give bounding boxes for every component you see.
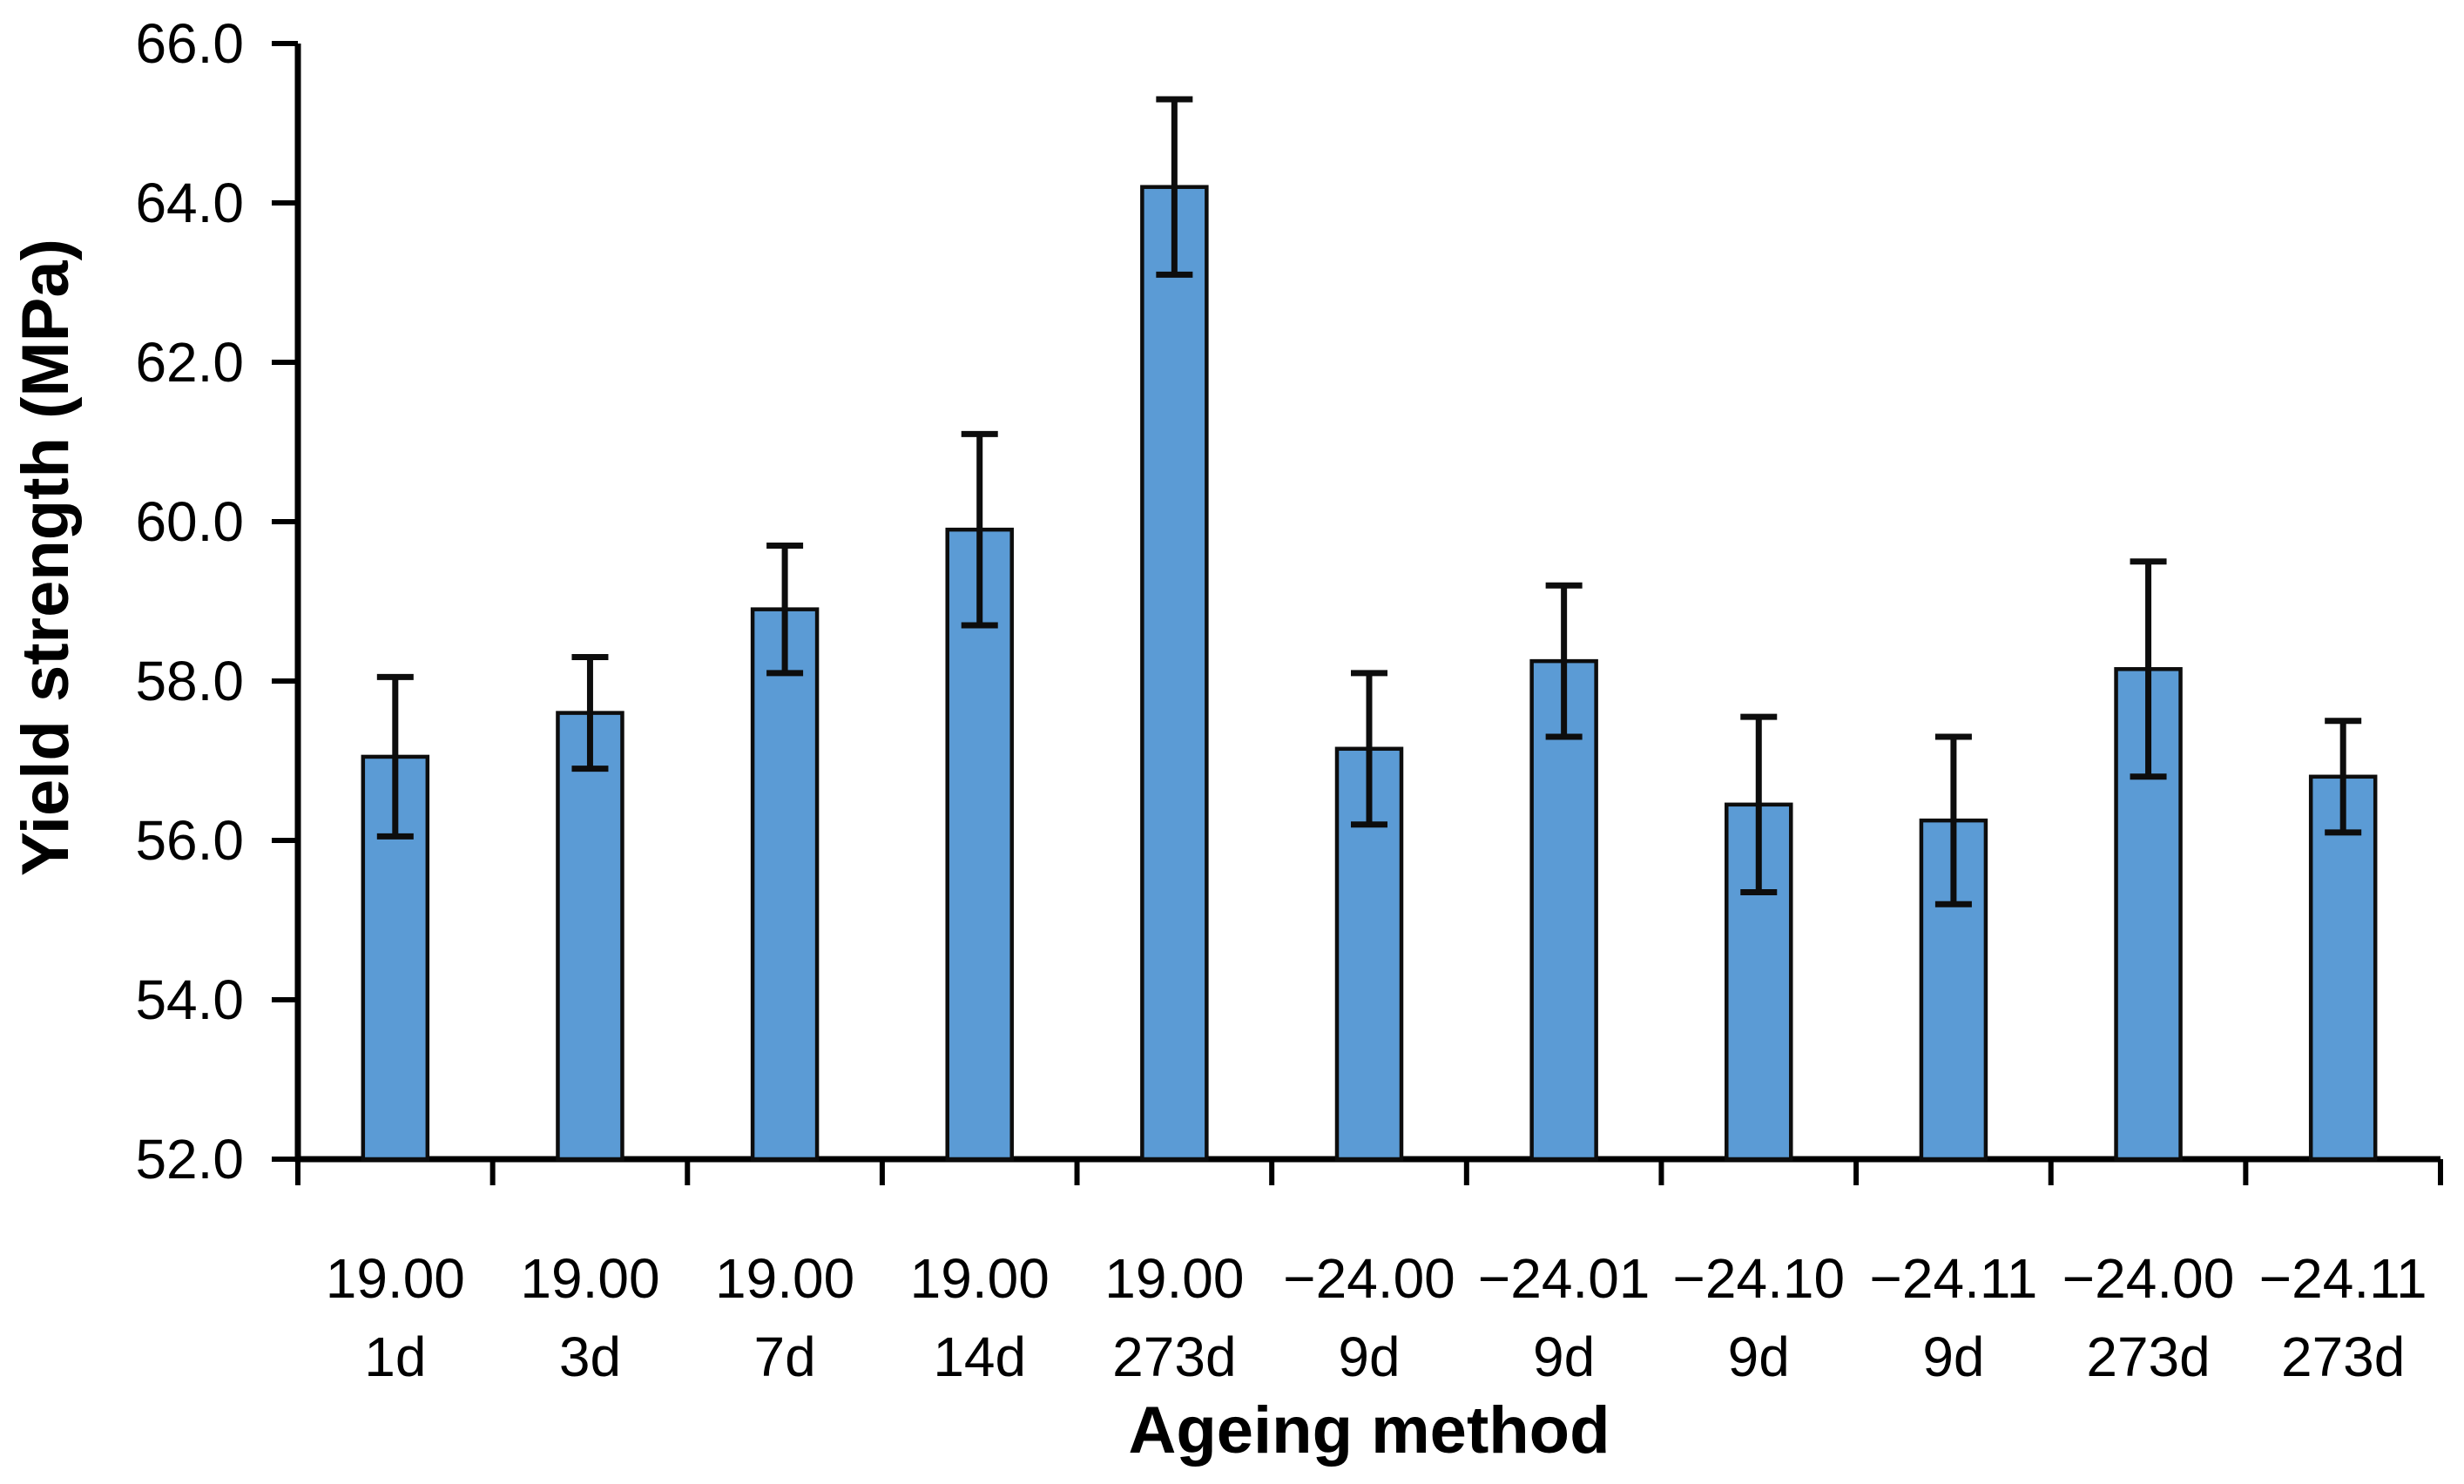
y-tick-label: 54.0 [135, 968, 244, 1031]
bar [1140, 185, 1209, 1162]
x-tick-label-temperature: 19.00 [715, 1247, 854, 1310]
y-tick-label: 62.0 [135, 331, 244, 394]
x-tick-label-temperature: −24.10 [1673, 1247, 1846, 1310]
x-tick-label-temperature: −24.11 [2259, 1247, 2427, 1310]
x-tick-label-days: 3d [559, 1325, 621, 1388]
bar [1334, 746, 1404, 1162]
x-tick-label-temperature: −24.11 [1870, 1247, 2038, 1310]
y-tick-label: 56.0 [135, 809, 244, 872]
x-tick-label-temperature: −24.00 [2062, 1247, 2235, 1310]
x-tick-label-temperature: 19.00 [910, 1247, 1050, 1310]
x-tick-label-temperature: −24.00 [1283, 1247, 1455, 1310]
x-tick-label-temperature: −24.01 [1478, 1247, 1651, 1310]
x-tick-label-days: 7d [753, 1325, 815, 1388]
x-tick-label-temperature: 19.00 [1104, 1247, 1244, 1310]
x-tick-label-temperature: 19.00 [326, 1247, 465, 1310]
x-tick-label-days: 273d [1112, 1325, 1236, 1388]
x-tick-label-days: 9d [1728, 1325, 1790, 1388]
plot-area: 52.0 54.0 56.0 58.0 60.0 62.0 64.0 66.0 19.00 1d 1… [135, 12, 2443, 1388]
x-tick-label-days: 9d [1338, 1325, 1400, 1388]
x-tick-label-days: 273d [2281, 1325, 2405, 1388]
bar [556, 711, 624, 1162]
bar [750, 607, 820, 1162]
x-axis-title: Ageing method [1128, 1393, 1610, 1467]
y-tick-label: 52.0 [135, 1128, 244, 1191]
y-tick-label: 58.0 [135, 650, 244, 712]
y-tick-label: 66.0 [135, 12, 244, 75]
x-tick-label-days: 14d [933, 1325, 1026, 1388]
x-tick-label-days: 9d [1922, 1325, 1984, 1388]
x-tick-label-days: 9d [1533, 1325, 1595, 1388]
x-tick-label-days: 1d [364, 1325, 426, 1388]
x-tick-label-temperature: 19.00 [520, 1247, 659, 1310]
y-axis-title: Yield strength (MPa) [9, 239, 83, 876]
x-tick-label-days: 273d [2086, 1325, 2210, 1388]
y-tick-label: 60.0 [135, 490, 244, 553]
y-tick-label: 64.0 [135, 172, 244, 234]
